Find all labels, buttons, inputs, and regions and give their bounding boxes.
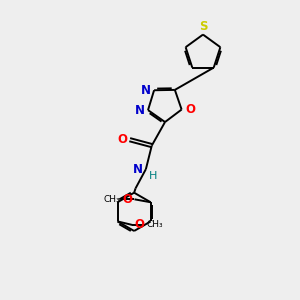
- Text: H: H: [149, 171, 157, 181]
- Text: CH₃: CH₃: [103, 195, 120, 204]
- Text: S: S: [199, 20, 207, 32]
- Text: N: N: [135, 103, 145, 117]
- Text: CH₃: CH₃: [146, 220, 163, 230]
- Text: N: N: [141, 84, 151, 97]
- Text: O: O: [117, 133, 127, 146]
- Text: O: O: [135, 218, 145, 231]
- Text: O: O: [122, 193, 132, 206]
- Text: O: O: [185, 103, 195, 116]
- Text: N: N: [133, 163, 143, 176]
